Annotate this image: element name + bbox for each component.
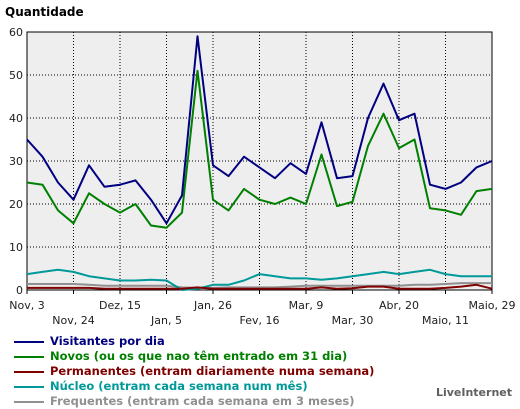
x-tick-label: Jan, 26 (193, 299, 232, 312)
y-tick-label: 60 (9, 26, 23, 39)
legend-swatch (14, 401, 44, 403)
legend-label: Visitantes por dia (50, 334, 165, 348)
x-tick-label: Nov, 3 (9, 299, 44, 312)
x-tick-label: Fev, 16 (240, 314, 280, 327)
series-layer (26, 35, 493, 291)
legend-label: Permanentes (entram diariamente numa sem… (50, 364, 375, 378)
series-line-nucleo (26, 268, 492, 291)
x-tick-label: Mar, 9 (289, 299, 324, 312)
y-tick-label: 0 (16, 284, 23, 297)
legend-swatch (14, 341, 44, 343)
legend-swatch (14, 356, 44, 358)
x-tick-label: Dez, 15 (99, 299, 141, 312)
legend-swatch (14, 371, 44, 373)
y-axis: 0 10 20 30 40 50 60 (9, 26, 23, 297)
legend-label: Núcleo (entram cada semana num mês) (50, 379, 308, 393)
series-line-novos (26, 69, 493, 229)
chart-title: Quantidade (5, 5, 84, 19)
x-tick-label: Maio, 11 (422, 314, 469, 327)
series-line-visitantes (26, 35, 493, 225)
x-axis: Nov, 3 Dez, 15 Jan, 26 Mar, 9 Abr, 20 Maio, 2… (9, 290, 516, 327)
x-tick-label: Mar, 30 (332, 314, 374, 327)
series-line-permanentes (27, 283, 493, 290)
x-tick-label: Abr, 20 (379, 299, 419, 312)
y-tick-label: 40 (9, 112, 23, 125)
y-tick-label: 50 (9, 69, 23, 82)
legend-label: Novos (ou os que nao têm entrado em 31 d… (50, 349, 348, 363)
y-tick-label: 20 (9, 198, 23, 211)
y-tick-label: 30 (9, 155, 23, 168)
x-tick-label: Maio, 29 (468, 299, 515, 312)
x-tick-label: Nov, 24 (52, 314, 94, 327)
series-line-frequentes (27, 282, 492, 289)
legend-label: Frequentes (entram cada semana em 3 mese… (50, 394, 355, 408)
legend-swatch (14, 386, 44, 388)
y-tick-label: 10 (9, 241, 23, 254)
credit-text: LiveInternet (435, 386, 512, 399)
x-tick-label: Jan, 5 (150, 314, 182, 327)
